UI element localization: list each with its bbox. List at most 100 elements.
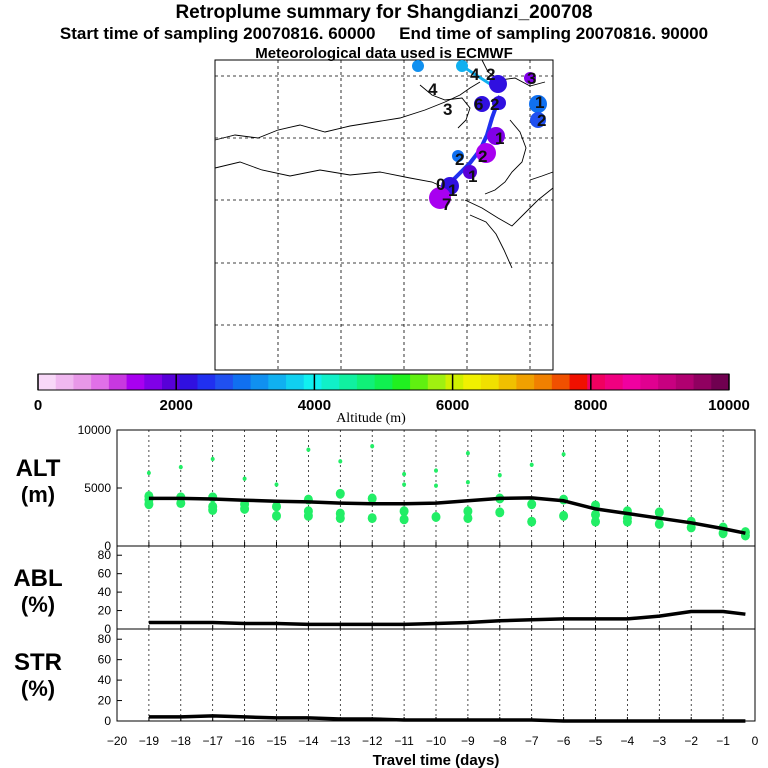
scatter-point xyxy=(654,519,664,529)
colorbar-swatch xyxy=(38,374,57,390)
x-tick-label: −12 xyxy=(362,734,383,748)
colorbar-swatch xyxy=(551,374,571,390)
x-tick-label: −8 xyxy=(493,734,507,748)
x-axis-title: Travel time (days) xyxy=(373,752,500,768)
altitude-colorbar xyxy=(37,373,730,391)
plume-cluster xyxy=(476,143,496,163)
colorbar-swatch xyxy=(569,374,588,390)
scatter-point xyxy=(591,509,600,520)
colorbar-swatch xyxy=(604,374,624,390)
scatter-point xyxy=(306,447,311,452)
scatter-point xyxy=(434,468,438,473)
str-panel-label: STR xyxy=(14,649,62,676)
y-tick-label: 0 xyxy=(104,622,111,636)
colorbar-swatch xyxy=(480,374,500,390)
meteorological-data-line: Meteorological data used is ECMWF xyxy=(255,45,513,62)
plume-cluster xyxy=(412,60,424,72)
alt-panel-unit: (m) xyxy=(21,482,55,507)
y-tick-label: 60 xyxy=(98,653,112,667)
plume-label: 1 xyxy=(448,181,457,200)
colorbar-swatch xyxy=(675,374,695,390)
x-tick-label: −19 xyxy=(139,734,160,748)
scatter-point xyxy=(463,506,473,517)
colorbar-swatch xyxy=(516,374,535,390)
y-tick-label: 0 xyxy=(104,714,111,728)
colorbar-swatch xyxy=(179,374,198,390)
scatter-point xyxy=(431,512,441,522)
x-tick-label: −6 xyxy=(557,734,571,748)
x-tick-label: −3 xyxy=(652,734,666,748)
colorbar-swatch xyxy=(108,374,128,390)
x-tick-label: −16 xyxy=(234,734,255,748)
plume-cluster xyxy=(487,127,505,145)
x-tick-label: −17 xyxy=(203,734,224,748)
series-line xyxy=(148,609,746,627)
plume-label: 1 xyxy=(468,167,477,186)
colorbar-tick-label: 8000 xyxy=(574,397,607,414)
plume-cluster xyxy=(530,112,546,128)
colorbar-swatch xyxy=(126,374,145,390)
colorbar-swatch xyxy=(197,374,216,390)
coastlines xyxy=(214,59,554,269)
x-tick-label: −9 xyxy=(461,734,475,748)
scatter-point xyxy=(303,510,313,521)
x-tick-label: −11 xyxy=(394,734,414,748)
colorbar-swatch xyxy=(232,374,252,390)
scatter-point xyxy=(465,451,470,456)
colorbar-swatch xyxy=(427,374,447,390)
series-line xyxy=(148,714,746,723)
colorbar-swatch xyxy=(268,374,287,390)
scatter-point xyxy=(402,482,407,487)
colorbar-swatch xyxy=(445,374,464,390)
scatter-point xyxy=(208,505,218,515)
map-frame xyxy=(214,59,554,371)
plume-clusters xyxy=(412,60,547,209)
colorbar-swatch xyxy=(640,374,659,390)
scatter-point xyxy=(240,503,250,514)
colorbar-swatch xyxy=(55,374,74,390)
plume-cluster xyxy=(429,187,451,209)
scatter-point xyxy=(561,452,566,457)
colorbar-swatch xyxy=(91,374,110,390)
scatter-point xyxy=(529,462,534,467)
plume-label: 7 xyxy=(442,195,451,214)
abl-panel-label: ABL xyxy=(13,565,62,592)
scatter-point xyxy=(272,501,281,512)
x-tick-label: −5 xyxy=(589,734,603,748)
x-tick-label: −20 xyxy=(107,734,128,748)
plume-label: 4 xyxy=(428,80,438,99)
plume-cluster xyxy=(474,96,490,112)
y-tick-label: 60 xyxy=(98,567,112,581)
colorbar-swatch xyxy=(534,374,553,390)
x-tick-label: −13 xyxy=(330,734,351,748)
scatter-point xyxy=(495,507,505,518)
colorbar-swatch xyxy=(356,374,376,390)
scatter-point xyxy=(274,482,279,487)
plume-label: 6 xyxy=(474,95,483,114)
colorbar-tick-label: 4000 xyxy=(298,397,331,414)
colorbar-swatch xyxy=(321,374,340,390)
colorbar-tick-label: 6000 xyxy=(436,397,469,414)
plume-label: 1 xyxy=(535,93,544,112)
scatter-point xyxy=(622,516,632,527)
str-panel-unit: (%) xyxy=(21,676,55,701)
scatter-point xyxy=(497,473,502,478)
colorbar-tick-label: 10000 xyxy=(708,397,750,414)
x-tick-label: −14 xyxy=(298,734,319,748)
colorbar-swatch xyxy=(587,374,606,390)
colorbar-swatch xyxy=(162,374,181,390)
plume-cluster xyxy=(492,96,506,110)
y-tick-label: 80 xyxy=(98,632,112,646)
scatter-point xyxy=(465,480,470,485)
plume-cluster xyxy=(489,75,507,93)
x-tick-label: −2 xyxy=(684,734,698,748)
scatter-point xyxy=(559,510,569,521)
y-tick-label: 20 xyxy=(98,694,112,708)
y-tick-label: 5000 xyxy=(84,481,111,495)
scatter-point xyxy=(178,464,183,470)
series-line xyxy=(148,496,746,535)
